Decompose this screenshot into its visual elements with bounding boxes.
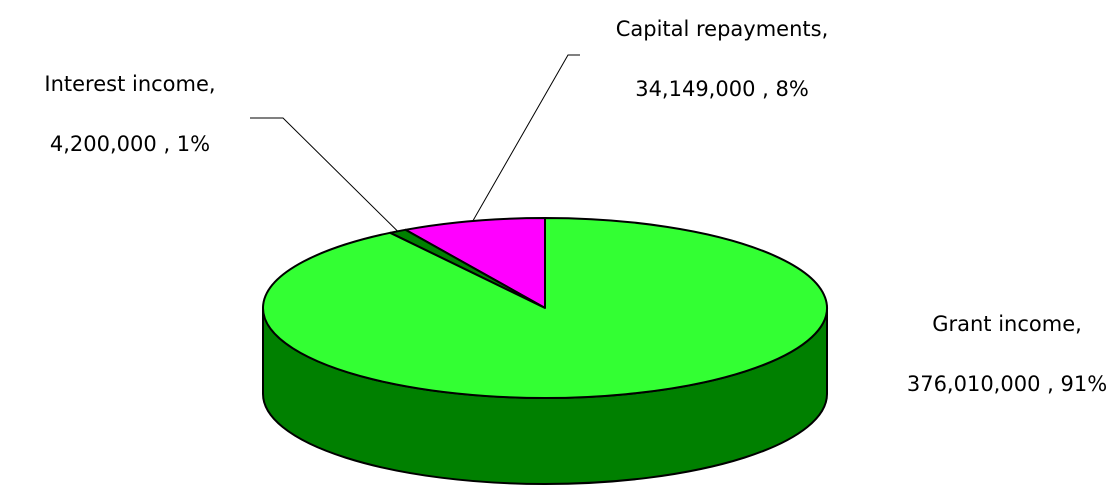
leader-line bbox=[472, 54, 580, 222]
value-label: 376,010,000 , 91% bbox=[907, 372, 1107, 396]
pie-slice bbox=[404, 217, 546, 309]
category-label: Grant income, bbox=[932, 312, 1082, 336]
category-label: Capital repayments, bbox=[616, 17, 829, 41]
category-label: Interest income, bbox=[44, 72, 215, 96]
value-label: 4,200,000 , 1% bbox=[50, 132, 210, 156]
pie-slice bbox=[262, 217, 828, 399]
value-label: 34,149,000 , 8% bbox=[635, 77, 809, 101]
leader-line bbox=[250, 117, 399, 232]
